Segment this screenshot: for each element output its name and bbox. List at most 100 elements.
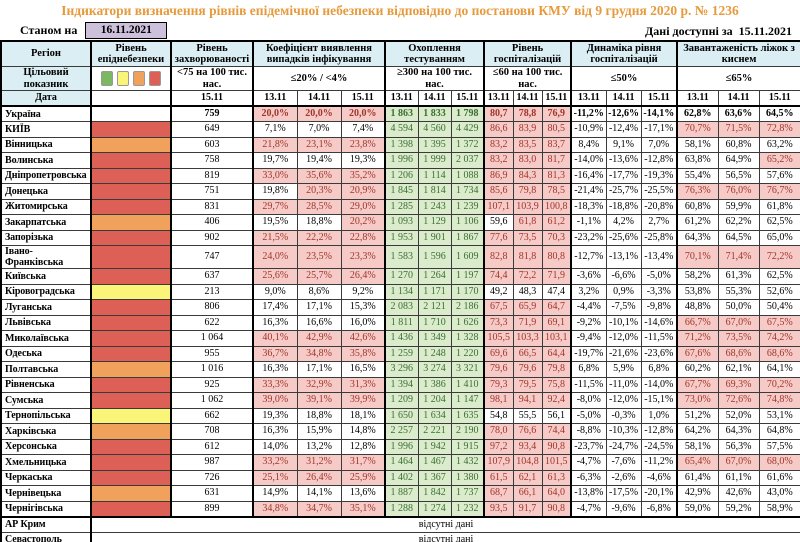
date-cell: 15.11 xyxy=(541,90,572,107)
testing-cell: 1 129 xyxy=(417,214,452,231)
bed-occupancy-cell: 64,5% xyxy=(758,105,800,122)
region-cell: Україна xyxy=(0,105,92,122)
bed-occupancy-cell: 68,0% xyxy=(758,454,800,471)
bed-occupancy-cell: 62,8% xyxy=(676,105,719,122)
risk-level-cell xyxy=(90,105,172,122)
risk-level-cell xyxy=(90,214,172,231)
hospitalization-cell: 74,4 xyxy=(541,423,572,440)
hospitalization-cell: 100,8 xyxy=(541,198,572,215)
dynamics-cell: 3,2% xyxy=(570,283,607,300)
incidence-cell: 899 xyxy=(170,500,254,517)
dynamics-cell: -6,8% xyxy=(640,500,678,517)
bed-occupancy-cell: 59,9% xyxy=(717,198,760,215)
bed-occupancy-cell: 64,5% xyxy=(717,229,760,246)
table-row: Сумська 1 062 39,0% 39,1% 39,9% 1 209 1 204 1 1… xyxy=(0,392,800,409)
dynamics-cell: -8,0% xyxy=(570,392,607,409)
detection-cell: 24,0% xyxy=(252,245,298,269)
column-header-region: Регіон xyxy=(0,40,92,67)
hospitalization-cell: 86,9 xyxy=(483,167,514,184)
dynamics-cell: -9,8% xyxy=(640,299,678,316)
risk-level-cell xyxy=(90,167,172,184)
detection-cell: 19,3% xyxy=(340,152,386,169)
hospitalization-cell: 103,3 xyxy=(512,330,543,347)
testing-cell: 1 380 xyxy=(450,469,485,486)
bed-occupancy-cell: 60,8% xyxy=(676,198,719,215)
bed-occupancy-cell: 62,5% xyxy=(758,268,800,285)
risk-level-cell xyxy=(90,345,172,362)
target-hospitalization: ≤60 на 100 тис. нас. xyxy=(483,66,572,91)
incidence-cell: 603 xyxy=(170,136,254,153)
target-oxygen-beds: ≤65% xyxy=(676,66,800,91)
detection-cell: 14,8% xyxy=(340,423,386,440)
testing-cell: 1 845 xyxy=(384,183,419,200)
risk-level-cell xyxy=(90,136,172,153)
detection-cell: 31,3% xyxy=(340,376,386,393)
dynamics-cell: 7,0% xyxy=(640,136,678,153)
table-row: Львівська 622 16,3% 16,6% 16,0% 1 811 1 710 1 6… xyxy=(0,314,800,331)
bed-occupancy-cell: 50,0% xyxy=(717,299,760,316)
risk-level-cell xyxy=(90,454,172,471)
testing-cell: 1 171 xyxy=(417,283,452,300)
risk-level-cell xyxy=(90,469,172,486)
region-cell: Київська xyxy=(0,268,92,285)
dynamics-cell: -10,1% xyxy=(605,314,642,331)
bed-occupancy-cell: 70,1% xyxy=(676,245,719,269)
testing-cell: 1 147 xyxy=(450,392,485,409)
testing-cell: 2 186 xyxy=(450,299,485,316)
hospitalization-cell: 49,2 xyxy=(483,283,514,300)
testing-cell: 1 811 xyxy=(384,314,419,331)
bed-occupancy-cell: 63,8% xyxy=(676,152,719,169)
hospitalization-cell: 98,1 xyxy=(483,392,514,409)
incidence-cell: 1 016 xyxy=(170,361,254,378)
detection-cell: 17,4% xyxy=(252,299,298,316)
bed-occupancy-cell: 67,5% xyxy=(758,314,800,331)
hospitalization-cell: 78,0 xyxy=(483,423,514,440)
table-row: Житомирська 831 29,7% 28,5% 29,0% 1 285 1 243 1… xyxy=(0,198,800,215)
testing-cell: 1 996 xyxy=(384,438,419,455)
detection-cell: 16,3% xyxy=(252,314,298,331)
testing-cell: 3 296 xyxy=(384,361,419,378)
bed-occupancy-cell: 50,4% xyxy=(758,299,800,316)
dynamics-cell: -10,9% xyxy=(570,121,607,138)
incidence-cell: 759 xyxy=(170,105,254,122)
bed-occupancy-cell: 74,8% xyxy=(758,392,800,409)
target-testing: ≥300 на 100 тис. нас. xyxy=(384,66,485,91)
data-available-date: 15.11.2021 xyxy=(738,24,792,38)
hospitalization-cell: 77,6 xyxy=(483,229,514,246)
testing-cell: 1 204 xyxy=(417,392,452,409)
testing-cell: 1 953 xyxy=(384,229,419,246)
bed-occupancy-cell: 76,0% xyxy=(717,183,760,200)
dynamics-cell: -7,6% xyxy=(605,454,642,471)
risk-level-cell xyxy=(90,299,172,316)
hospitalization-cell: 66,5 xyxy=(512,345,543,362)
hospitalization-cell: 71,9 xyxy=(541,268,572,285)
date-row-label: Дата xyxy=(0,90,92,107)
hospitalization-cell: 83,0 xyxy=(512,152,543,169)
region-cell: Одеська xyxy=(0,345,92,362)
region-cell: Полтавська xyxy=(0,361,92,378)
detection-cell: 20,0% xyxy=(340,105,386,122)
column-header-testing: Охоплення тестуванням xyxy=(384,40,485,67)
dynamics-cell: 4,2% xyxy=(605,214,642,231)
bed-occupancy-cell: 69,3% xyxy=(717,376,760,393)
bed-occupancy-cell: 58,1% xyxy=(676,136,719,153)
testing-cell: 1 395 xyxy=(417,136,452,153)
testing-cell: 1 887 xyxy=(384,485,419,502)
hospitalization-cell: 103,9 xyxy=(512,198,543,215)
as-of-label: Станом на xyxy=(20,23,78,37)
detection-cell: 21,5% xyxy=(252,229,298,246)
testing-cell: 2 121 xyxy=(417,299,452,316)
detection-cell: 17,1% xyxy=(296,299,342,316)
incidence-cell: 747 xyxy=(170,245,254,269)
testing-cell: 1 942 xyxy=(417,438,452,455)
testing-cell: 2 083 xyxy=(384,299,419,316)
bed-occupancy-cell: 67,7% xyxy=(676,376,719,393)
hospitalization-cell: 47,4 xyxy=(541,283,572,300)
page-title: Індикатори визначення рівнів епідемічної… xyxy=(61,3,739,18)
region-cell: Херсонська xyxy=(0,438,92,455)
hospitalization-cell: 67,5 xyxy=(483,299,514,316)
detection-cell: 22,2% xyxy=(296,229,342,246)
as-of-date-cell[interactable]: 16.11.2021 xyxy=(85,22,168,39)
detection-cell: 8,6% xyxy=(296,283,342,300)
testing-cell: 1 197 xyxy=(450,268,485,285)
